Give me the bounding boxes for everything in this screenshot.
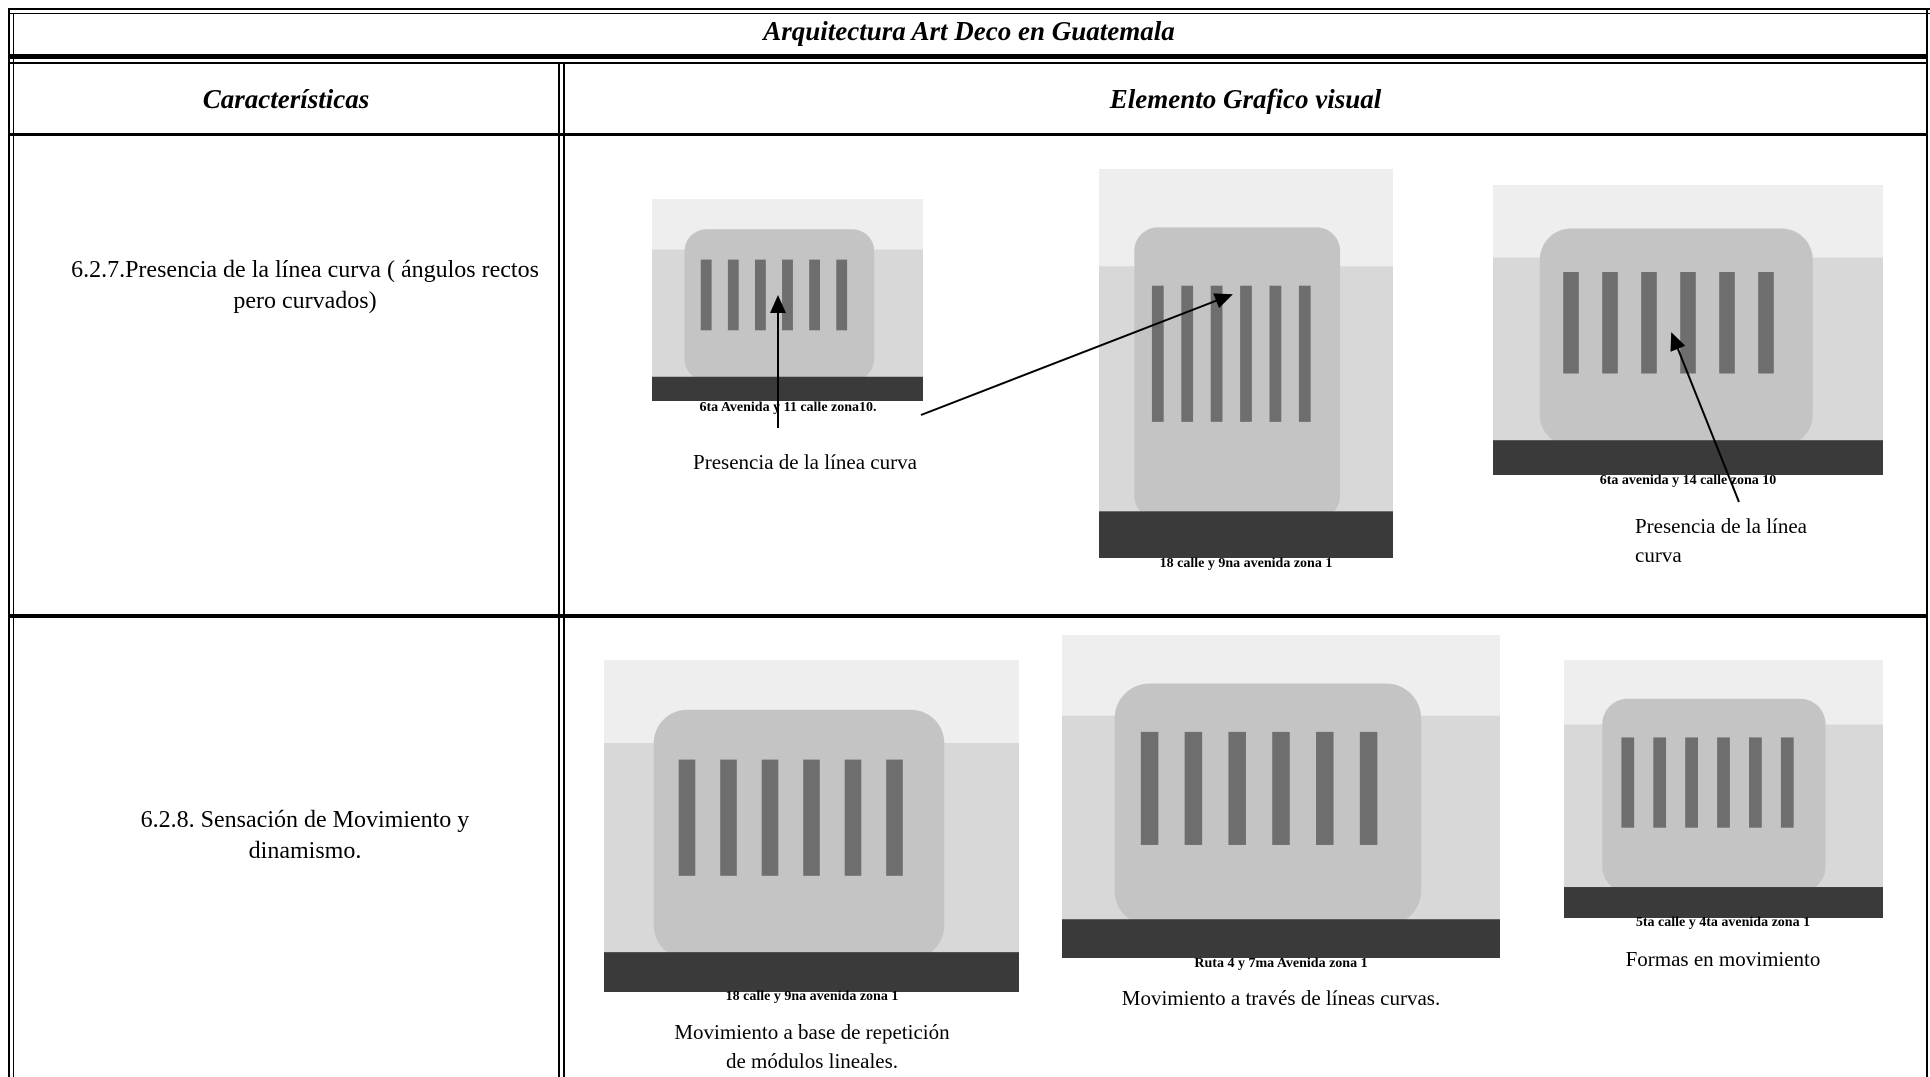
border [10, 614, 1928, 618]
photo-caption: Ruta 4 y 7ma Avenida zona 1 [1194, 956, 1368, 971]
photo-description: Presencia de la línea curva [1635, 514, 1807, 567]
border [10, 54, 1928, 59]
border [8, 13, 1930, 14]
border [563, 64, 565, 1077]
photo [1099, 169, 1393, 558]
border [8, 8, 1930, 10]
arrow [920, 293, 1233, 416]
border [558, 64, 560, 1077]
photo-description: Formas en movimiento [1625, 947, 1821, 971]
table-title: Arquitectura Art Deco en Guatemala [763, 16, 1175, 46]
photo-description: Presencia de la línea curva [693, 450, 917, 474]
photo-caption: 5ta calle y 4ta avenida zona 1 [1635, 915, 1811, 930]
photo [1062, 635, 1500, 958]
column-header: Características [202, 84, 370, 114]
column-header: Elemento Grafico visual [1109, 84, 1382, 114]
border [1926, 8, 1928, 1077]
border [10, 133, 1928, 136]
photo-caption: 18 calle y 9na avenida zona 1 [1159, 556, 1333, 571]
photo-description: Movimiento a través de líneas curvas. [1121, 986, 1441, 1010]
photo [1564, 660, 1883, 918]
border [8, 8, 10, 1077]
characteristic: 6.2.7.Presencia de la línea curva ( ángu… [71, 257, 539, 314]
photo-caption: 6ta Avenida y 11 calle zona10. [699, 400, 877, 415]
photo [604, 660, 1019, 992]
border [10, 62, 1928, 64]
photo [652, 199, 923, 401]
photo-caption: 18 calle y 9na avenida zona 1 [725, 989, 899, 1004]
border [13, 13, 14, 1077]
characteristic: 6.2.8. Sensación de Movimiento y dinamis… [140, 807, 470, 864]
photo-description: Movimiento a base de repetición de módul… [674, 1020, 950, 1073]
arrow [1670, 332, 1740, 503]
